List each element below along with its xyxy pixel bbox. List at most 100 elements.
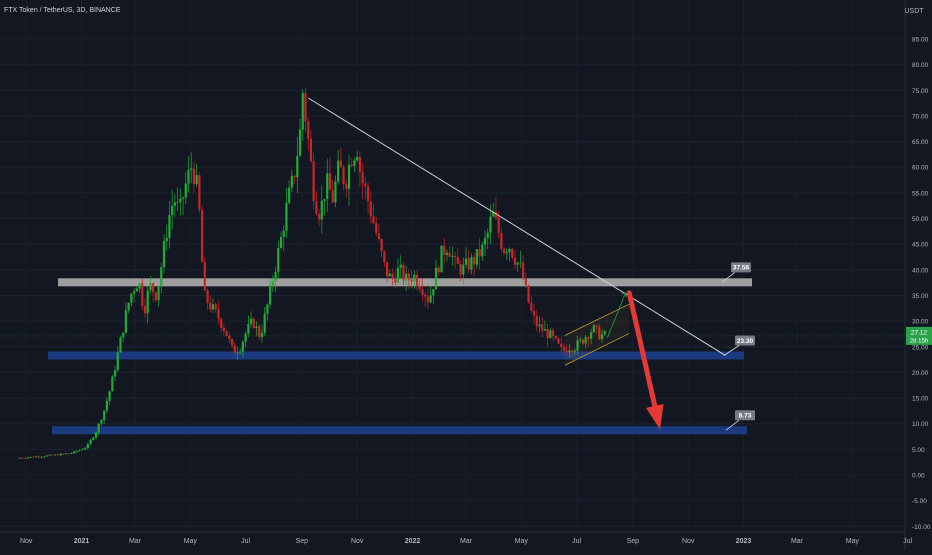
candle-body — [337, 160, 340, 182]
candle-body — [279, 236, 283, 248]
candle-body — [320, 200, 323, 220]
candle-body — [584, 337, 587, 344]
price-tick-label: 55.00 — [912, 190, 929, 197]
candle-body — [67, 453, 70, 455]
price-tick-label: 75.00 — [912, 88, 929, 95]
price-tick-label: 40.00 — [912, 267, 929, 274]
candle-body — [260, 332, 264, 338]
time-tick-label: May — [846, 538, 860, 545]
candle-body — [530, 302, 533, 311]
candle-body — [35, 456, 38, 458]
candle-body — [454, 255, 457, 258]
projection-down-arrowhead — [645, 403, 664, 430]
candle-body — [372, 216, 375, 223]
candle-body — [241, 341, 245, 352]
candle-body — [54, 454, 57, 456]
candle-body — [595, 325, 598, 327]
price-tick-label: 10.00 — [912, 421, 929, 428]
candle-body — [413, 274, 416, 282]
candle-body — [203, 262, 206, 291]
candle-body — [127, 302, 130, 311]
level-callout-label: 23.30 — [737, 338, 754, 345]
candle-body — [220, 318, 223, 328]
candle-body — [328, 173, 332, 190]
time-tick-label: Nov — [682, 538, 695, 545]
candle-body — [568, 350, 571, 353]
candle-body — [97, 423, 100, 433]
candle-body — [494, 212, 498, 218]
candle-body — [233, 345, 236, 354]
candle-body — [424, 294, 427, 297]
candle-body — [138, 283, 141, 289]
candle-body — [190, 168, 193, 171]
callout-box — [735, 410, 755, 421]
candle-body — [282, 230, 285, 237]
last-price-value: 27.12 — [911, 329, 928, 336]
candle-body — [421, 289, 424, 295]
time-tick-label: Mar — [129, 538, 142, 545]
candle-body — [132, 291, 136, 294]
projection-up-line — [607, 292, 626, 338]
candle-body — [546, 329, 549, 339]
candle-body — [92, 437, 95, 440]
candle-body — [388, 273, 391, 277]
price-tick-label: 65.00 — [912, 139, 929, 146]
price-tick-label: 0.00 — [912, 473, 925, 480]
candle-body — [195, 175, 198, 185]
candle-body — [89, 439, 92, 445]
candle-body — [516, 262, 519, 265]
candle-body — [405, 273, 408, 281]
time-tick-label: Mar — [791, 538, 804, 545]
candle-body — [347, 164, 351, 189]
candle-body — [511, 249, 514, 258]
candle-body — [415, 274, 419, 286]
grid-lines — [0, 38, 905, 527]
candle-body — [440, 245, 443, 273]
candle-body — [62, 453, 65, 455]
price-tick-label: 70.00 — [912, 113, 929, 120]
candle-body — [32, 456, 35, 458]
candle-body — [225, 330, 228, 336]
candle-body — [45, 455, 49, 457]
candle-body — [173, 202, 177, 206]
candle-body — [116, 352, 119, 371]
candle-body — [84, 448, 87, 450]
channel-lower — [564, 333, 630, 366]
candle-body — [464, 258, 468, 265]
candle-body — [21, 457, 24, 459]
candle-body — [274, 271, 277, 282]
candle-body — [353, 160, 356, 167]
candle-body — [37, 456, 40, 458]
candle-body — [375, 222, 378, 234]
candle-body — [293, 175, 296, 178]
candle-body — [342, 167, 345, 185]
drawings: 37.56 23.30 8.73 — [307, 97, 755, 431]
currency-label: USDT — [904, 8, 924, 15]
candle-body — [146, 290, 149, 314]
time-tick-label: Jul — [903, 538, 912, 545]
time-tick-label: Jul — [572, 538, 581, 545]
time-tick-label: May — [515, 538, 529, 545]
price-tick-label: -5.00 — [912, 498, 927, 505]
candle-body — [269, 285, 272, 305]
candle-body — [111, 376, 114, 392]
time-axis: Nov 2021 Mar May Jul Sep Nov 2022 Mar May Jul Sep No… — [0, 531, 913, 545]
candle-body — [296, 155, 299, 178]
candle-body — [24, 458, 27, 459]
candle-body — [489, 216, 492, 233]
time-tick-label: 2023 — [736, 538, 752, 545]
time-tick-label: 2022 — [405, 538, 421, 545]
candle-body — [113, 370, 117, 377]
candle-body — [339, 160, 342, 168]
candle-body — [429, 295, 432, 303]
candle-body — [410, 279, 413, 282]
candle-body — [56, 454, 60, 456]
candle-body — [524, 278, 527, 286]
candle-body — [124, 310, 128, 333]
projection-down-shaft — [626, 290, 658, 409]
support-resistance-levels — [48, 278, 752, 435]
price-tick-label: 15.00 — [912, 396, 929, 403]
candle-body — [288, 187, 291, 203]
